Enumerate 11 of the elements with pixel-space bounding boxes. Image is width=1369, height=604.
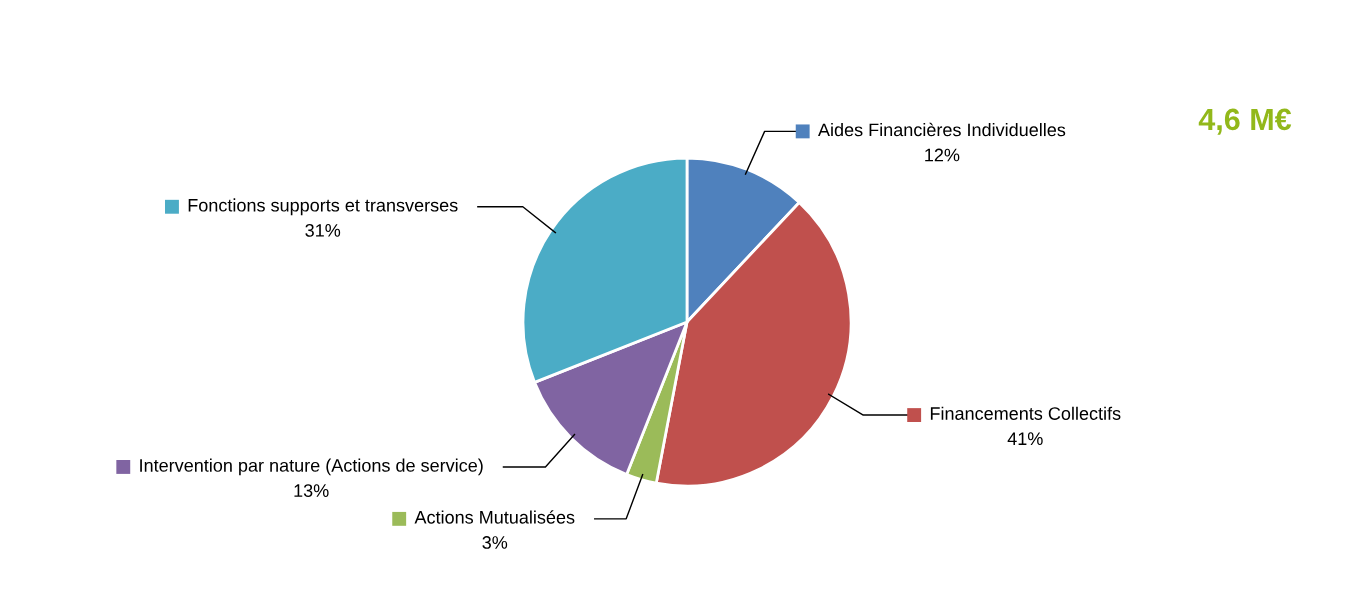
data-label: 31% [305, 224, 341, 237]
text: 4,6 M€ [1198, 108, 1292, 135]
data-label: 12% [925, 148, 960, 162]
data-label: 41% [1007, 432, 1043, 446]
data-label: 3% [482, 536, 508, 549]
legend-label: Aides Financières Individuelles [818, 122, 1066, 137]
legend-label: Actions Mutualisées [414, 510, 575, 524]
legend-label: Fonctions supports et transverses [188, 198, 458, 216]
data-label: 13% [294, 484, 329, 497]
legend-label: Intervention par nature (Actions de service) [140, 458, 483, 476]
legend-label: Financements Collectifs [930, 406, 1121, 420]
